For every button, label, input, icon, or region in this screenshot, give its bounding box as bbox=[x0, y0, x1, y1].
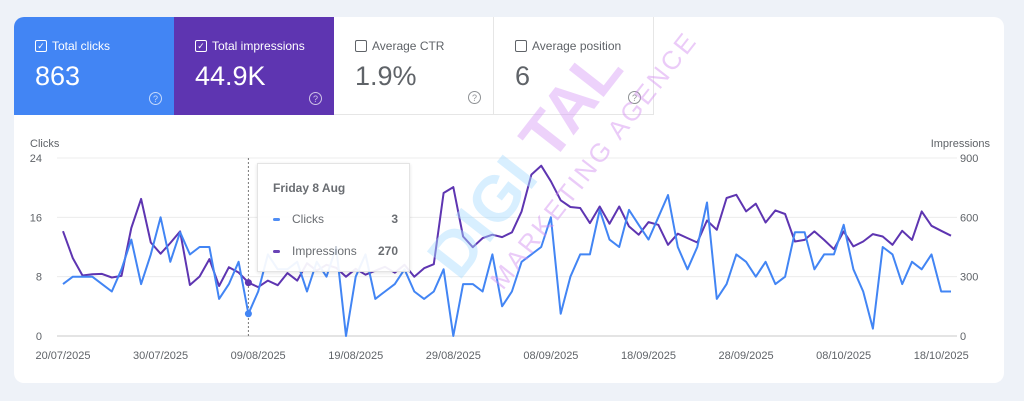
x-tick-label: 30/07/2025 bbox=[133, 350, 188, 362]
right-tick-label: 900 bbox=[960, 153, 978, 165]
tooltip-row-impressions: Impressions 270 bbox=[273, 244, 398, 258]
metric-average-position[interactable]: Average position 6 ? bbox=[494, 17, 654, 115]
tooltip-date: Friday 8 Aug bbox=[273, 181, 346, 195]
left-axis-label: Clicks bbox=[30, 138, 60, 150]
metric-value: 44.9K bbox=[195, 61, 266, 91]
x-tick-label: 28/09/2025 bbox=[719, 350, 774, 362]
left-tick-label: 24 bbox=[30, 153, 42, 165]
left-tick-label: 0 bbox=[36, 331, 42, 343]
clicks-highlight-point bbox=[244, 310, 252, 318]
metric-average-ctr[interactable]: Average CTR 1.9% ? bbox=[334, 17, 494, 115]
check-icon[interactable]: ✓ bbox=[195, 40, 207, 52]
performance-chart[interactable]: Clicks Impressions 0 8 16 24 0 300 600 900 20/07… bbox=[14, 17, 1004, 383]
x-tick-label: 09/08/2025 bbox=[231, 350, 286, 362]
x-tick-label: 19/08/2025 bbox=[328, 350, 383, 362]
x-tick-label: 18/10/2025 bbox=[914, 350, 969, 362]
right-axis-label: Impressions bbox=[931, 138, 991, 150]
impressions-series-line bbox=[62, 164, 952, 289]
metric-total-clicks[interactable]: ✓ Total clicks 863 ? bbox=[14, 17, 174, 115]
x-tick-label: 08/09/2025 bbox=[523, 350, 578, 362]
checkbox-icon[interactable] bbox=[515, 40, 527, 52]
metric-value: 863 bbox=[35, 61, 81, 91]
help-circle-icon[interactable]: ? bbox=[309, 92, 322, 105]
x-tick-label: 08/10/2025 bbox=[816, 350, 871, 362]
metric-label: Total impressions bbox=[212, 39, 305, 53]
metric-label: Total clicks bbox=[52, 39, 111, 53]
metric-label: Average position bbox=[532, 39, 622, 53]
metric-label: Average CTR bbox=[372, 39, 445, 53]
performance-card: ✓ Total clicks 863 ? ✓ Total impressions 4… bbox=[14, 17, 1004, 383]
help-circle-icon[interactable]: ? bbox=[468, 91, 481, 104]
x-tick-label: 29/08/2025 bbox=[426, 350, 481, 362]
clicks-legend-icon bbox=[273, 217, 280, 221]
tooltip-label: Clicks bbox=[292, 212, 324, 226]
x-tick-label: 18/09/2025 bbox=[621, 350, 676, 362]
right-tick-label: 300 bbox=[960, 272, 978, 284]
tooltip-value: 3 bbox=[391, 212, 398, 226]
help-circle-icon[interactable]: ? bbox=[628, 91, 641, 104]
right-tick-label: 600 bbox=[960, 212, 978, 224]
tooltip-row-clicks: Clicks 3 bbox=[273, 212, 398, 226]
checkbox-icon[interactable] bbox=[355, 40, 367, 52]
metric-value: 1.9% bbox=[355, 61, 417, 91]
check-icon[interactable]: ✓ bbox=[35, 40, 47, 52]
metric-tabs: ✓ Total clicks 863 ? ✓ Total impressions 4… bbox=[14, 17, 654, 115]
tooltip-label: Impressions bbox=[292, 244, 357, 258]
watermark-logo: DIGI TAL MARKETING AGENCE bbox=[413, 25, 703, 294]
impressions-legend-icon bbox=[273, 249, 280, 253]
left-tick-label: 8 bbox=[36, 272, 42, 284]
chart-tooltip: Friday 8 Aug Clicks 3 Impressions 270 bbox=[257, 163, 410, 272]
help-circle-icon[interactable]: ? bbox=[149, 92, 162, 105]
right-tick-label: 0 bbox=[960, 331, 966, 343]
metric-value: 6 bbox=[515, 61, 531, 91]
clicks-series-line bbox=[62, 194, 951, 337]
metric-total-impressions[interactable]: ✓ Total impressions 44.9K ? bbox=[174, 17, 334, 115]
tooltip-value: 270 bbox=[377, 244, 398, 258]
x-tick-label: 20/07/2025 bbox=[35, 350, 90, 362]
left-tick-label: 16 bbox=[30, 212, 42, 224]
impressions-highlight-point bbox=[244, 279, 252, 287]
